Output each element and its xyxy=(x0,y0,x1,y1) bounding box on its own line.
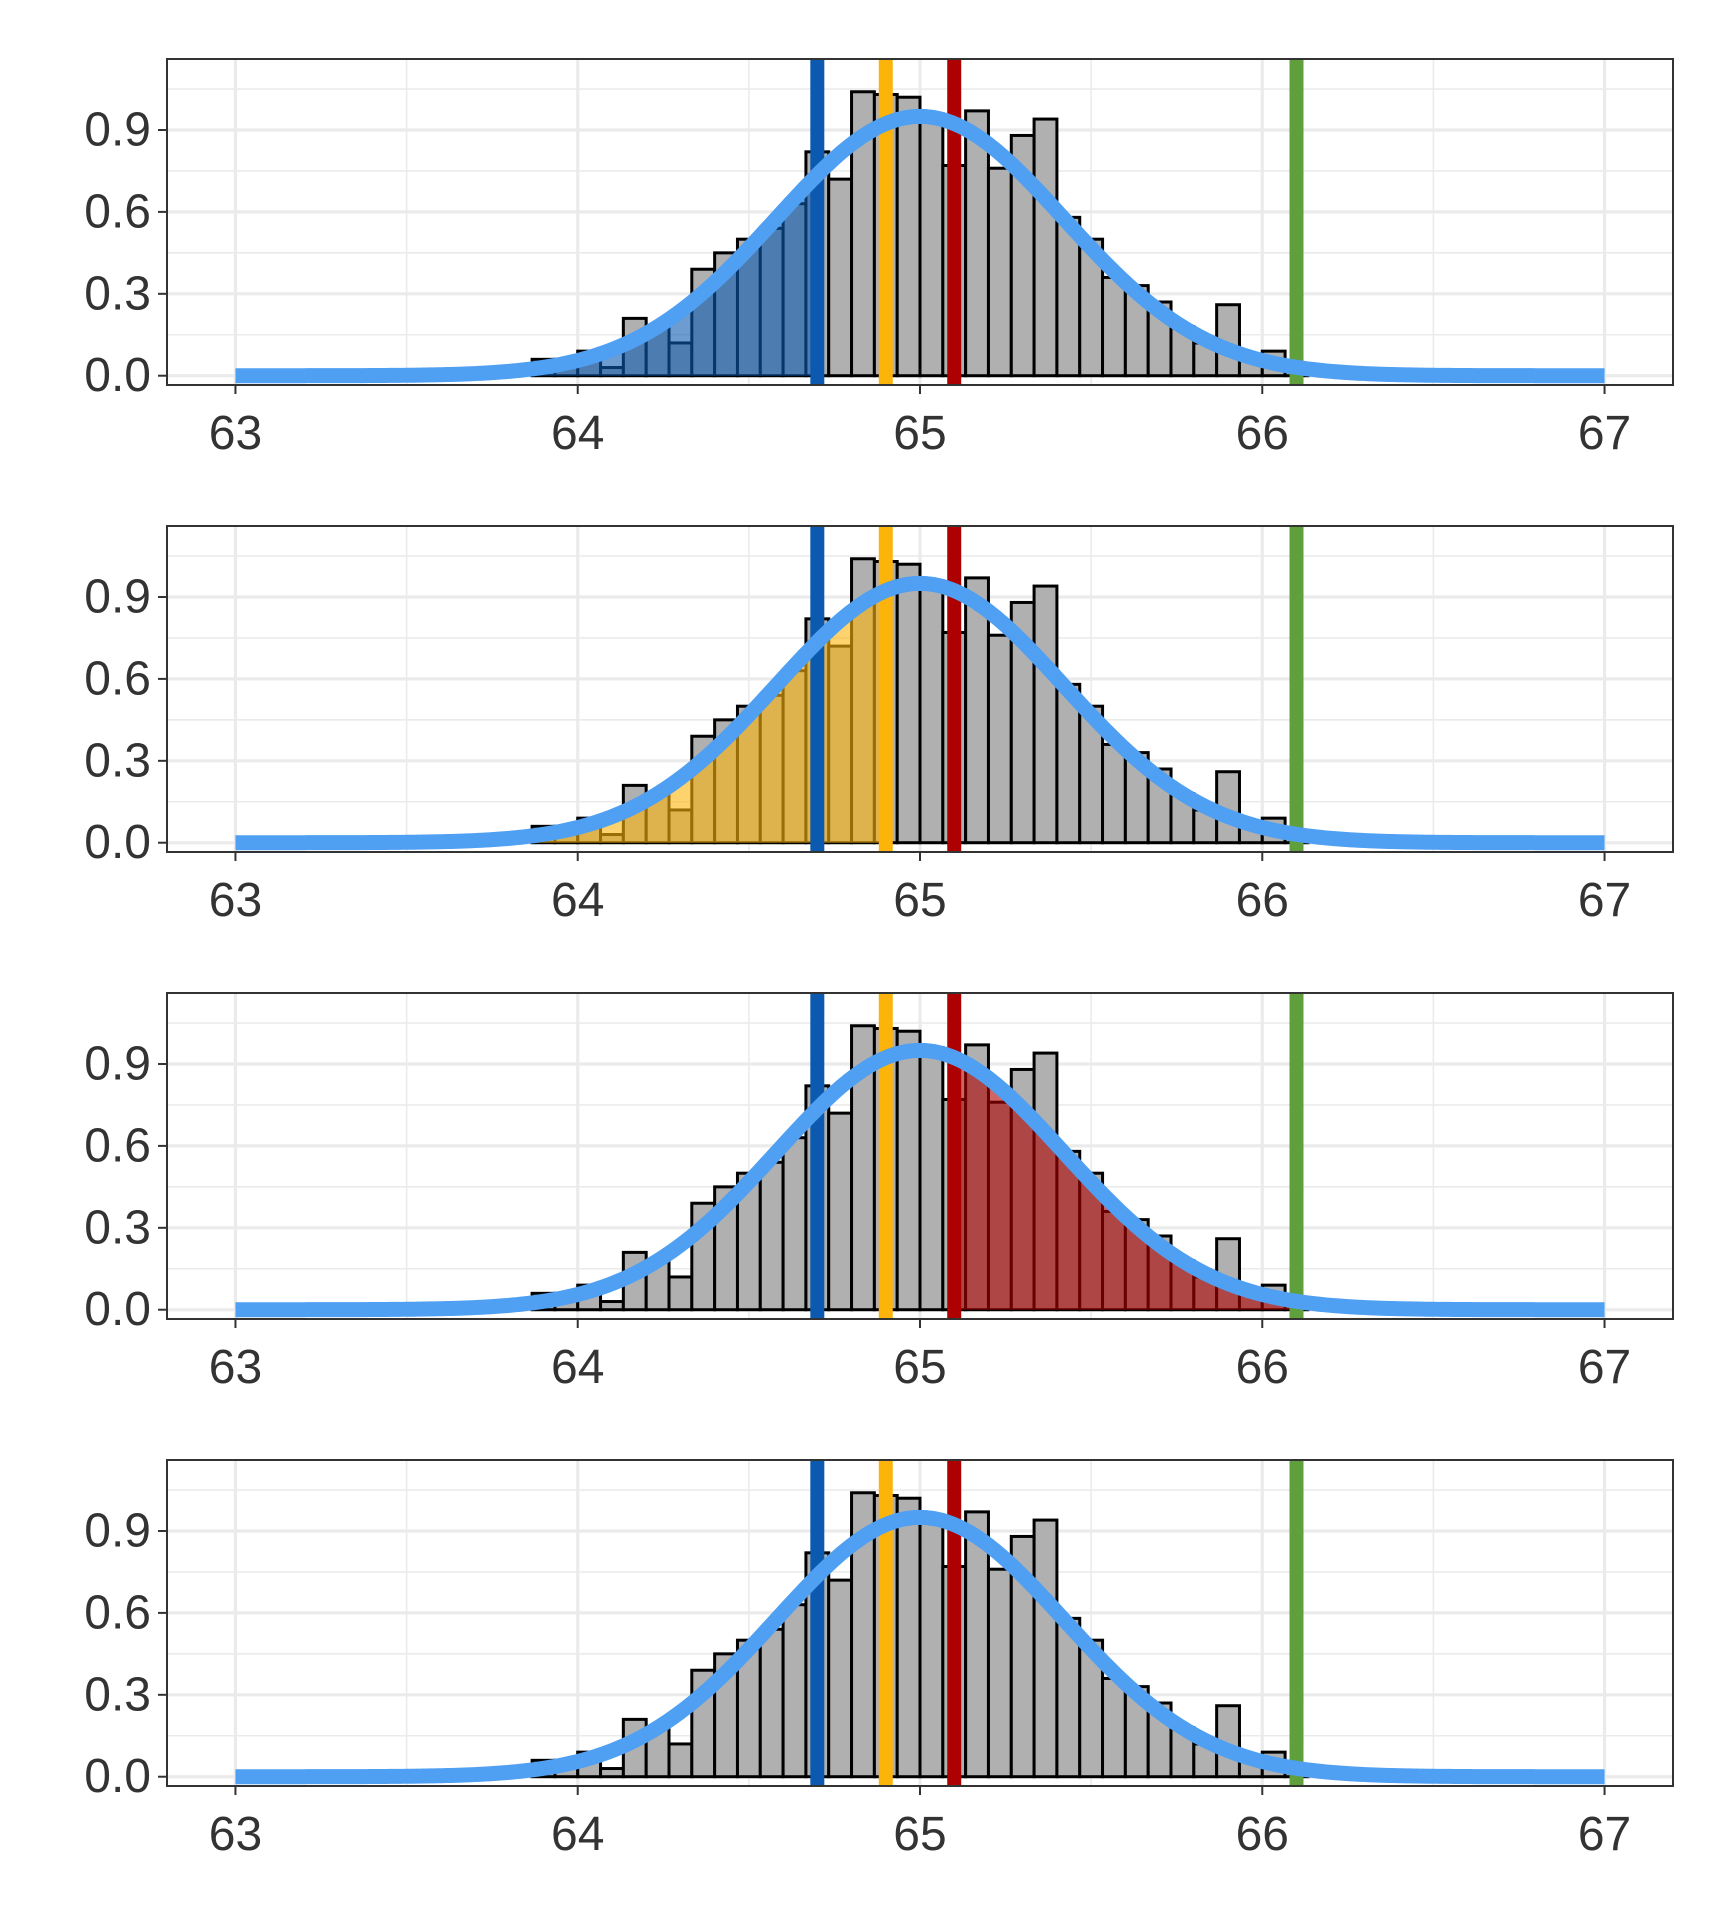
density-curve xyxy=(231,1042,1609,1318)
x-tick-label: 65 xyxy=(893,407,946,460)
y-tick-label: 0.9 xyxy=(84,570,151,623)
histogram-bar xyxy=(918,1513,945,1779)
y-tick-label: 0.3 xyxy=(84,734,151,787)
histogram-bar xyxy=(667,1275,694,1312)
y-tick-label: 0.0 xyxy=(84,1283,151,1336)
plot-area xyxy=(167,993,1673,1319)
plot-area xyxy=(167,1460,1673,1786)
y-tick-label: 0.6 xyxy=(84,185,151,238)
x-tick-label: 65 xyxy=(893,1808,946,1861)
x-tick-label: 67 xyxy=(1578,874,1631,927)
x-tick-label: 64 xyxy=(551,1341,604,1394)
histogram-bar xyxy=(827,1111,854,1312)
histogram-bar xyxy=(918,579,945,845)
histogram-bar xyxy=(895,95,922,378)
panel-2: 0.0 0.3 0.6 0.9 63 64 65 66 67 xyxy=(84,525,1674,927)
y-tick-label: 0.9 xyxy=(84,1037,151,1090)
histogram-bar xyxy=(1101,1676,1127,1779)
x-tick-label: 63 xyxy=(209,874,262,927)
histogram-bar xyxy=(895,1496,922,1779)
histogram-bar xyxy=(827,177,854,378)
histogram-bar xyxy=(895,1029,922,1312)
y-tick-label: 0.3 xyxy=(84,267,151,320)
histogram-bar xyxy=(1032,584,1059,845)
x-tick-label: 67 xyxy=(1578,1341,1631,1394)
shaded-area xyxy=(954,1057,1605,1310)
x-tick-label: 65 xyxy=(893,1341,946,1394)
histogram-bar xyxy=(1032,117,1059,378)
y-tick-label: 0.6 xyxy=(84,652,151,705)
y-tick-label: 0.6 xyxy=(84,1119,151,1172)
y-tick-label: 0.9 xyxy=(84,103,151,156)
panel-3: 0.0 0.3 0.6 0.9 63 64 65 66 67 xyxy=(84,992,1674,1394)
x-tick-label: 63 xyxy=(209,407,262,460)
x-tick-label: 66 xyxy=(1236,874,1289,927)
x-tick-label: 64 xyxy=(551,874,604,927)
x-tick-label: 67 xyxy=(1578,1808,1631,1861)
histogram-bar xyxy=(758,1160,785,1312)
y-tick-label: 0.6 xyxy=(84,1586,151,1639)
x-tick-label: 64 xyxy=(551,1808,604,1861)
histogram-bar xyxy=(1101,742,1127,845)
histogram-bar xyxy=(758,1627,785,1779)
y-tick-label: 0.0 xyxy=(84,1750,151,1803)
histogram-bar xyxy=(918,112,945,378)
histogram-bar xyxy=(667,1742,694,1779)
y-tick-label: 0.0 xyxy=(84,349,151,402)
histogram-bar xyxy=(1032,1518,1059,1779)
x-tick-label: 63 xyxy=(209,1808,262,1861)
shaded-area xyxy=(235,590,886,843)
y-tick-label: 0.3 xyxy=(84,1201,151,1254)
histogram-bar xyxy=(986,633,1013,845)
histogram-bar xyxy=(599,1767,625,1779)
histogram-bar xyxy=(986,1567,1013,1779)
histogram-bar xyxy=(781,1603,808,1779)
plot-area xyxy=(167,59,1673,385)
x-tick-label: 65 xyxy=(893,874,946,927)
y-tick-label: 0.3 xyxy=(84,1668,151,1721)
density-curve xyxy=(231,575,1609,851)
x-tick-label: 64 xyxy=(551,407,604,460)
x-tick-label: 67 xyxy=(1578,407,1631,460)
histogram-bar xyxy=(781,1136,808,1312)
y-tick-label: 0.9 xyxy=(84,1504,151,1557)
x-tick-label: 66 xyxy=(1236,1808,1289,1861)
histogram-bar xyxy=(918,1046,945,1312)
plot-area xyxy=(167,526,1673,852)
x-tick-label: 66 xyxy=(1236,1341,1289,1394)
panel-4: 0.0 0.3 0.6 0.9 63 64 65 66 67 xyxy=(84,1459,1674,1861)
histogram-bar xyxy=(599,1300,625,1312)
density-curve xyxy=(231,108,1609,384)
x-tick-label: 63 xyxy=(209,1341,262,1394)
histogram-bar xyxy=(986,166,1013,378)
histogram-bar xyxy=(1101,275,1127,378)
y-tick-label: 0.0 xyxy=(84,816,151,869)
x-tick-label: 66 xyxy=(1236,407,1289,460)
histogram-bar xyxy=(827,1578,854,1779)
panel-1: 0.0 0.3 0.6 0.9 63 64 65 66 67 xyxy=(84,58,1674,460)
density-curve xyxy=(231,1509,1609,1785)
histogram-bar xyxy=(895,562,922,845)
